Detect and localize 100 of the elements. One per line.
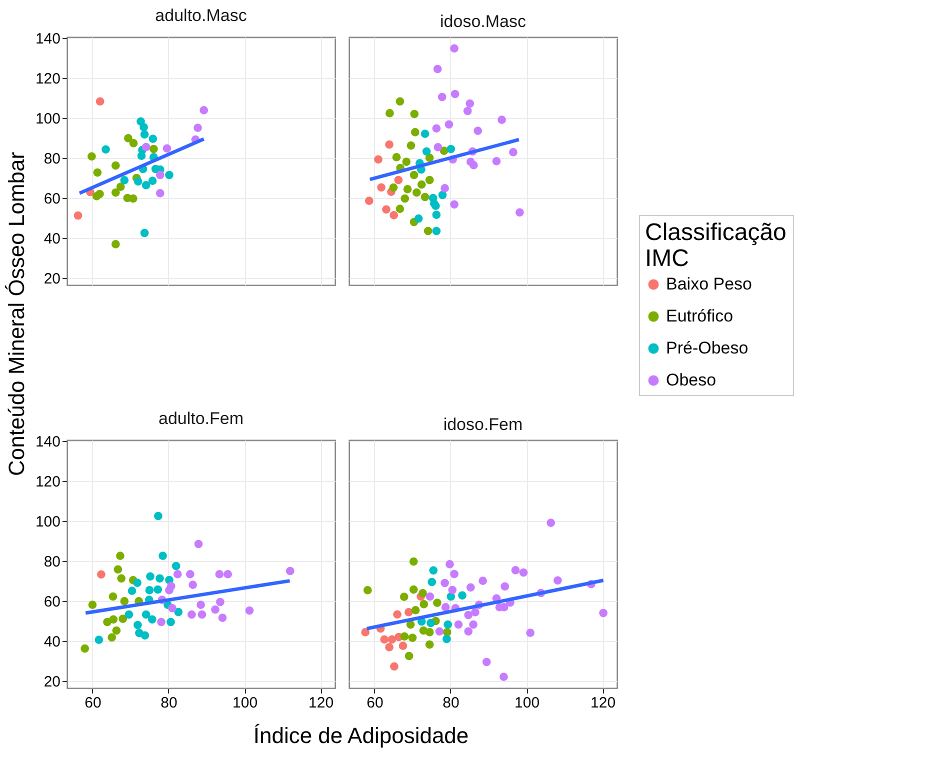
point: [165, 586, 174, 594]
x-tick-label: 120: [308, 694, 334, 712]
point: [162, 144, 172, 153]
x-tick-label: 80: [442, 694, 460, 712]
point: [464, 627, 473, 636]
point: [466, 99, 474, 108]
legend-title: Classificação IMC: [645, 219, 786, 272]
point: [148, 615, 156, 624]
point: [432, 124, 441, 133]
point: [166, 618, 175, 626]
point: [142, 610, 150, 619]
point: [403, 185, 412, 194]
point: [409, 557, 418, 566]
point: [173, 570, 182, 578]
point: [102, 145, 110, 154]
point: [154, 512, 162, 520]
point: [402, 158, 411, 166]
point: [410, 128, 420, 136]
point: [410, 110, 419, 118]
point: [377, 183, 386, 192]
point: [188, 610, 196, 619]
point: [438, 92, 446, 102]
point: [134, 620, 142, 630]
point: [442, 634, 451, 644]
point: [450, 44, 458, 53]
point: [425, 640, 434, 649]
point: [129, 139, 138, 148]
point: [156, 574, 164, 583]
point: [469, 620, 478, 629]
point: [500, 672, 508, 681]
point: [194, 540, 203, 548]
point: [218, 614, 227, 622]
point: [156, 170, 164, 180]
point: [374, 155, 382, 164]
point: [450, 200, 458, 209]
point: [446, 560, 454, 568]
point: [509, 148, 518, 156]
point: [412, 188, 421, 197]
point: [435, 627, 444, 636]
point: [382, 205, 390, 214]
point: [224, 570, 232, 578]
point: [422, 147, 431, 156]
x-tick-label: 80: [160, 694, 178, 712]
point: [471, 608, 480, 616]
point: [440, 184, 449, 192]
legend-label: Obeso: [666, 370, 716, 390]
point: [97, 570, 106, 579]
point: [92, 192, 101, 200]
point: [140, 228, 149, 238]
point: [440, 578, 449, 588]
point: [211, 605, 220, 614]
point: [417, 180, 426, 189]
point: [554, 576, 562, 585]
point: [404, 652, 414, 660]
point: [168, 604, 176, 612]
point: [420, 192, 430, 202]
point: [428, 578, 436, 586]
point: [134, 177, 142, 186]
legend-label: Pré-Obeso: [666, 338, 748, 358]
y-tick-label: 40: [44, 230, 60, 248]
point: [116, 182, 125, 191]
y-tick-label: 80: [44, 554, 60, 570]
point: [546, 518, 556, 527]
point: [396, 204, 404, 213]
chart-title: adulto.Fem: [158, 409, 244, 428]
point: [432, 226, 441, 236]
point: [108, 633, 116, 642]
y-tick-label: 60: [44, 594, 60, 610]
point: [516, 208, 524, 217]
point: [364, 196, 374, 205]
point: [142, 142, 150, 152]
point: [111, 188, 120, 197]
point: [478, 576, 487, 585]
point: [133, 578, 142, 587]
x-tick-label: 120: [590, 694, 616, 712]
point: [450, 570, 458, 578]
point: [380, 635, 389, 644]
point: [118, 614, 128, 623]
point: [385, 109, 394, 118]
point: [446, 144, 456, 154]
y-tick-label: 40: [44, 634, 60, 650]
point: [474, 126, 482, 135]
point: [128, 586, 136, 595]
point: [111, 240, 120, 248]
point: [420, 130, 430, 138]
x-axis-title: Índice de Adiposidade: [253, 723, 469, 748]
point: [466, 583, 475, 592]
y-tick-label: 100: [35, 514, 60, 530]
point: [186, 570, 194, 578]
point: [441, 603, 450, 612]
point: [392, 153, 401, 162]
point: [400, 194, 410, 203]
point: [426, 592, 434, 601]
point: [114, 565, 122, 574]
y-tick-label: 140: [35, 30, 60, 48]
point: [393, 610, 402, 619]
point: [216, 598, 224, 606]
point: [124, 610, 134, 619]
y-tick-label: 140: [35, 434, 60, 450]
point: [599, 608, 608, 618]
